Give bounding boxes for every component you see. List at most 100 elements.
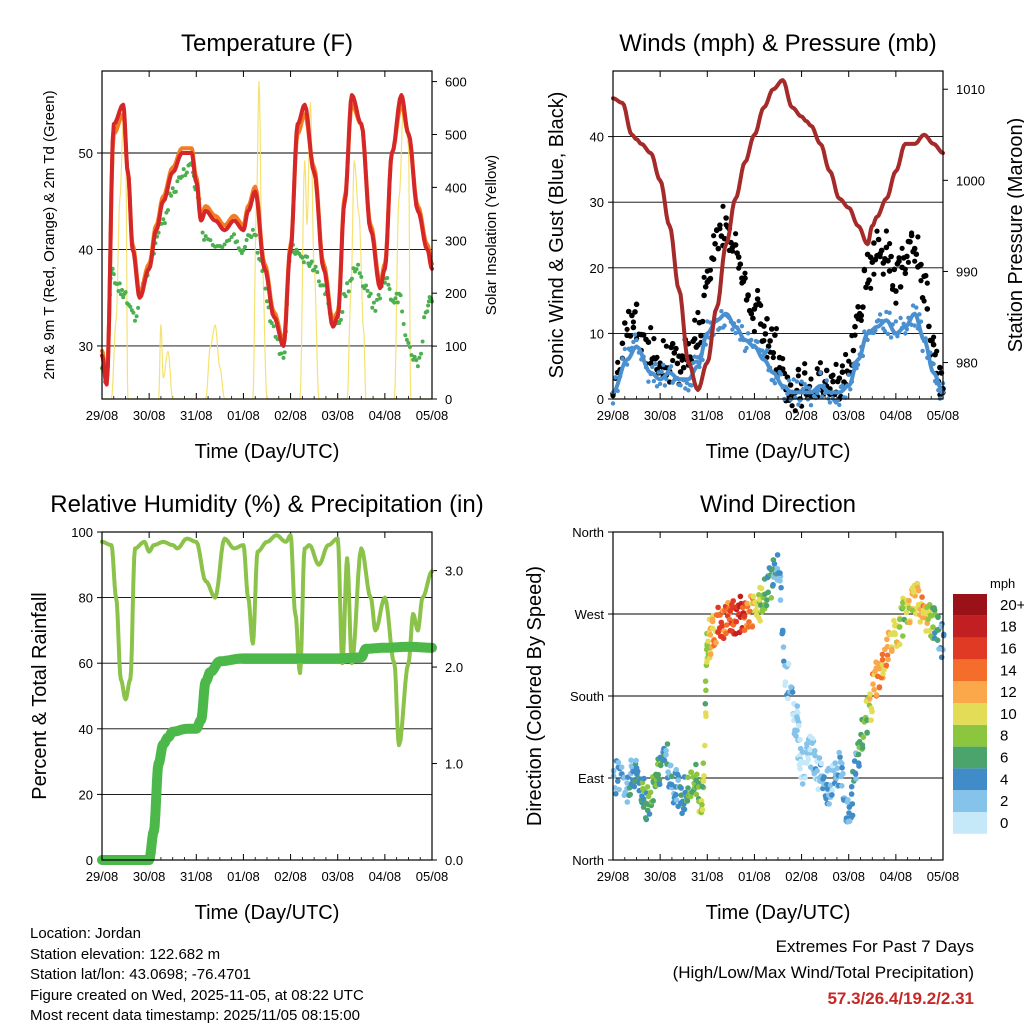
gust-point	[710, 256, 717, 263]
gust-point	[701, 274, 707, 280]
direction-point	[871, 686, 877, 693]
dewpoint-point	[117, 281, 122, 286]
sonic-wind-point	[799, 379, 804, 384]
dewpoint-point	[173, 189, 178, 194]
legend-swatch	[953, 615, 987, 638]
direction-point	[928, 613, 935, 619]
direction-point	[702, 710, 709, 716]
gust-point	[630, 319, 637, 325]
dewpoint-point	[116, 289, 121, 293]
dewpoint-point	[346, 289, 351, 294]
y-right-tick-label: 500	[445, 127, 467, 142]
gust-point	[887, 241, 893, 247]
sonic-wind-point	[631, 339, 636, 345]
dewpoint-point	[271, 324, 276, 329]
sonic-wind-point	[807, 386, 812, 391]
y-right-tick-label: 400	[445, 180, 467, 195]
gust-point	[707, 267, 714, 273]
dewpoint-point	[403, 333, 408, 338]
gust-point	[893, 288, 899, 294]
y-axis-label: 2m & 9m T (Red, Orange) & 2m Td (Green)	[41, 90, 58, 379]
dewpoint-point	[243, 245, 247, 249]
gust-point	[830, 378, 836, 385]
y-right-tick-label: 1.0	[445, 757, 463, 772]
direction-point	[820, 785, 826, 792]
sonic-wind-point	[629, 345, 635, 351]
legend-label: 6	[1000, 750, 1008, 767]
x-tick-label: 05/08	[416, 408, 449, 423]
direction-point	[821, 774, 827, 780]
direction-point	[658, 762, 664, 769]
direction-point	[794, 727, 800, 734]
sonic-wind-point	[657, 381, 663, 386]
gust-point	[880, 271, 886, 277]
dewpoint-point	[426, 303, 431, 308]
chart-3: Relative Humidity (%) & Precipitation (i…	[29, 491, 484, 924]
y-right-tick-label: 300	[445, 233, 467, 248]
sonic-wind-point	[917, 312, 922, 317]
gust-point	[651, 336, 657, 342]
dewpoint-point	[315, 270, 320, 275]
gust-point	[733, 231, 739, 237]
gust-point	[858, 312, 865, 319]
plot-frame	[612, 70, 944, 400]
direction-point	[723, 630, 729, 637]
gust-point	[878, 247, 885, 254]
dewpoint-point	[409, 353, 414, 358]
dewpoint-point	[255, 250, 260, 255]
sonic-wind-point	[827, 400, 833, 405]
legend-swatch	[953, 594, 987, 616]
gust-point	[627, 333, 633, 339]
dewpoint-point	[203, 234, 208, 239]
dewpoint-point	[181, 167, 186, 172]
gust-point	[767, 338, 773, 344]
gust-point	[671, 350, 678, 356]
direction-point	[934, 637, 941, 643]
sonic-wind-point	[910, 303, 916, 308]
gust-point	[780, 356, 786, 362]
dewpoint-point	[386, 282, 391, 287]
direction-point	[779, 630, 785, 637]
gust-point	[808, 376, 814, 382]
sonic-wind-point	[651, 378, 657, 384]
direction-point	[839, 760, 845, 767]
gust-point	[871, 240, 877, 246]
dewpoint-point	[159, 221, 164, 226]
gust-point	[886, 268, 893, 274]
gust-point	[891, 266, 898, 273]
direction-point	[812, 748, 818, 754]
dewpoint-point	[375, 297, 379, 302]
y-tick-label: 0	[597, 392, 604, 407]
gust-point	[702, 284, 709, 290]
direction-point	[832, 760, 838, 766]
direction-point	[873, 692, 880, 698]
direction-point	[780, 644, 787, 650]
direction-point	[764, 597, 770, 603]
sonic-wind-point	[906, 315, 911, 320]
sonic-wind-point	[896, 330, 902, 335]
gust-point	[677, 369, 684, 375]
dewpoint-point	[345, 281, 350, 286]
direction-point	[802, 775, 808, 781]
sonic-wind-point	[912, 323, 917, 328]
dewpoint-point	[359, 274, 364, 279]
gust-point	[852, 323, 858, 330]
y-tick-label: 10	[590, 326, 604, 341]
direction-point	[807, 746, 813, 753]
dewpoint-point	[354, 267, 359, 272]
gust-point	[679, 357, 685, 363]
sonic-wind-point	[899, 325, 905, 330]
direction-point	[663, 752, 669, 758]
gust-point	[715, 245, 722, 252]
direction-point	[868, 717, 874, 723]
sonic-wind-point	[752, 343, 757, 349]
legend-swatch	[953, 768, 987, 791]
gust-point	[669, 340, 676, 347]
direction-point	[647, 789, 654, 796]
gust-point	[764, 316, 770, 322]
dewpoint-point	[121, 295, 126, 300]
gust-point	[770, 354, 776, 361]
gust-point	[748, 311, 754, 317]
direction-point	[678, 792, 684, 798]
